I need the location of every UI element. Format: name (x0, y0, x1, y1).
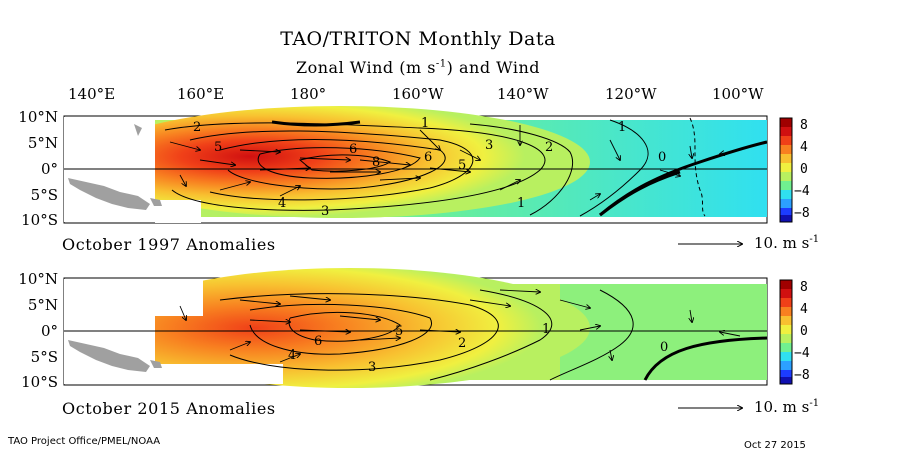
footer-credit: TAO Project Office/PMEL/NOAA (8, 436, 161, 447)
contour-label: 4 (278, 196, 287, 211)
lat-label-10s: 10°S (21, 211, 58, 229)
lat-label-10n: 10°N (18, 108, 58, 126)
lon-label-180: 180° (290, 85, 327, 103)
lon-label-140w: 140°W (497, 85, 549, 103)
colorbar-2015 (779, 279, 793, 385)
contour-label: 6 (424, 150, 433, 165)
colorbar-tick: 4 (800, 140, 808, 155)
panel-2015-map (63, 268, 768, 388)
contour-label: 4 (288, 348, 297, 363)
contour-label: 1 (517, 196, 526, 211)
lon-label-100w: 100°W (712, 85, 764, 103)
contour-label: 0 (660, 340, 669, 355)
colorbar-tick: −8 (794, 206, 810, 221)
contour-label: 5 (214, 140, 223, 155)
lat-label-5s: 5°S (30, 186, 58, 204)
lon-label-160w: 160°W (392, 85, 444, 103)
contour-label: 2 (458, 336, 467, 351)
lat-label-5n: 5°N (27, 134, 58, 152)
colorbar-tick: 0 (800, 162, 808, 177)
lon-label-140e: 140°E (68, 85, 116, 103)
lat-label-5s: 5°S (30, 348, 58, 366)
contour-label: 5 (395, 324, 404, 339)
contour-label: 8 (372, 155, 381, 170)
contour-label: 1 (542, 322, 551, 337)
lon-label-160e: 160°E (177, 85, 225, 103)
contour-label: 3 (485, 138, 494, 153)
contour-label: 0 (658, 150, 667, 165)
lat-label-10s: 10°S (21, 373, 58, 391)
lat-label-eq: 0° (40, 160, 58, 178)
contour-label: 6 (349, 142, 358, 157)
colorbar-tick: 8 (800, 280, 808, 295)
colorbar-tick: 8 (800, 118, 808, 133)
contour-label: 2 (193, 120, 202, 135)
contour-label: 2 (545, 140, 554, 155)
lat-label-eq: 0° (40, 322, 58, 340)
chart-subtitle: Zonal Wind (m s-1) and Wind (296, 58, 540, 77)
colorbar-tick: 4 (800, 302, 808, 317)
panel-label-2015: October 2015 Anomalies (62, 399, 276, 418)
colorbar-1997 (779, 117, 793, 223)
colorbar-tick: −8 (794, 368, 810, 383)
colorbar-tick: −4 (794, 184, 810, 199)
reference-vector-label-1997: 10. m s-1 (754, 234, 820, 252)
contour-label: 1 (421, 116, 430, 131)
contour-label: 6 (314, 334, 323, 349)
colorbar-tick: 0 (800, 324, 808, 339)
footer-date: Oct 27 2015 (744, 440, 806, 451)
colorbar-tick: −4 (794, 346, 810, 361)
lat-label-10n: 10°N (18, 270, 58, 288)
contour-label: 5 (458, 158, 467, 173)
chart-title: TAO/TRITON Monthly Data (280, 28, 556, 50)
contour-label: 3 (368, 360, 377, 375)
lat-label-5n: 5°N (27, 296, 58, 314)
contour-label: 1 (618, 120, 627, 135)
panel-label-1997: October 1997 Anomalies (62, 235, 276, 254)
panel-1997-map (63, 106, 768, 224)
contour-label: 3 (321, 204, 330, 219)
lon-label-120w: 120°W (605, 85, 657, 103)
reference-vector-label-2015: 10. m s-1 (754, 398, 820, 416)
